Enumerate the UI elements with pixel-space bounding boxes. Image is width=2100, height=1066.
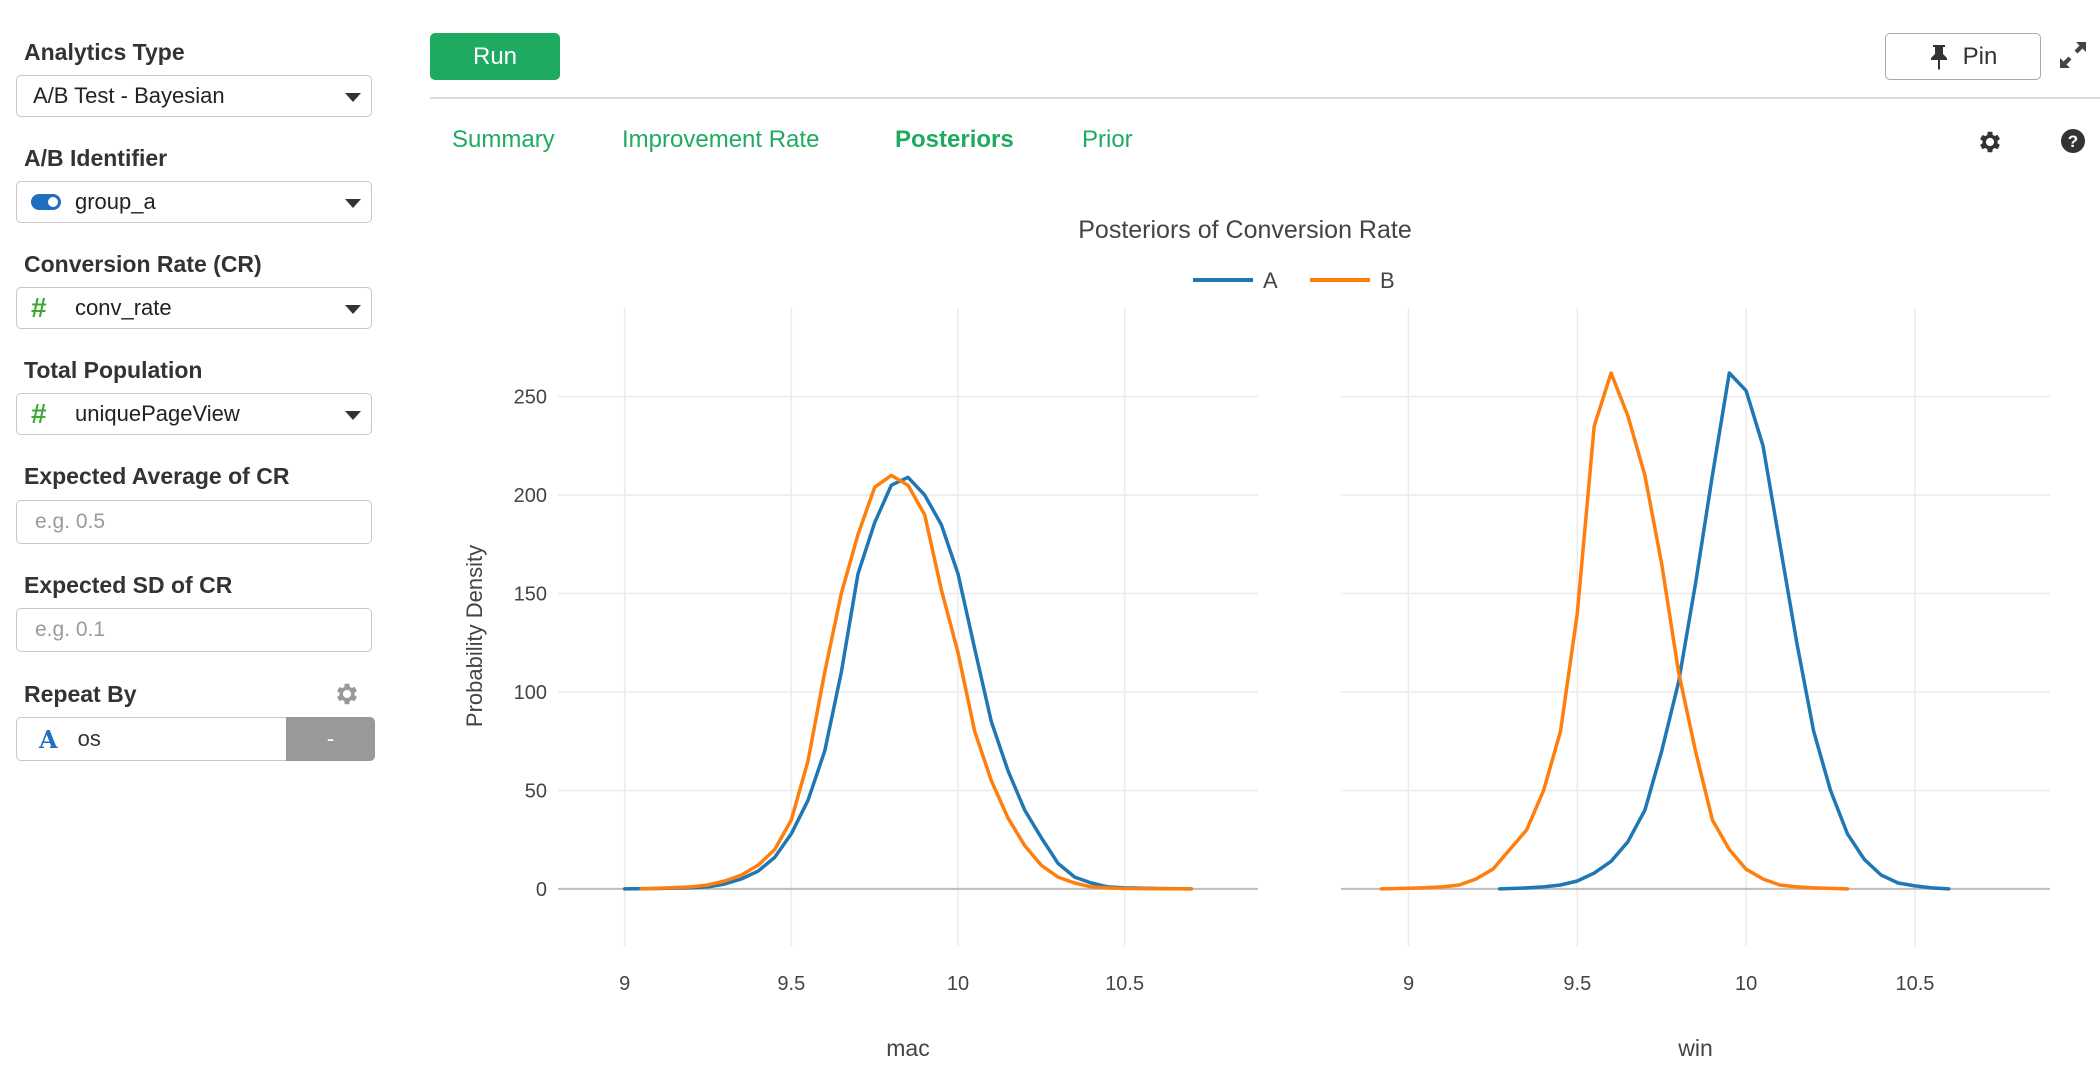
- analytics-type-select[interactable]: A/B Test - Bayesian: [16, 75, 372, 117]
- y-axis-label: Probability Density: [462, 545, 487, 727]
- total-population-value: uniquePageView: [75, 401, 240, 426]
- x-axis-label: mac: [886, 1035, 929, 1061]
- legend-label-b: B: [1380, 268, 1395, 293]
- sidebar: Analytics Type A/B Test - Bayesian A/B I…: [0, 0, 400, 1066]
- help-icon[interactable]: ?: [2060, 128, 2086, 154]
- hash-icon: #: [31, 398, 47, 429]
- y-tick-label: 250: [514, 387, 547, 409]
- ab-identifier-label: A/B Identifier: [24, 145, 168, 171]
- run-button[interactable]: Run: [430, 33, 560, 80]
- analytics-type-value: A/B Test - Bayesian: [33, 83, 225, 108]
- y-tick-label: 100: [514, 682, 547, 704]
- tab-summary[interactable]: Summary: [452, 126, 555, 153]
- expected-sd-label: Expected SD of CR: [24, 572, 233, 598]
- string-type-icon: A: [39, 724, 58, 754]
- repeat-by-field[interactable]: A os: [16, 717, 286, 761]
- x-tick-label: 10: [1735, 973, 1757, 995]
- expected-average-input[interactable]: [16, 500, 372, 544]
- y-tick-label: 50: [525, 780, 547, 802]
- total-population-select[interactable]: # uniquePageView: [16, 393, 372, 435]
- toolbar-divider: [430, 97, 2100, 99]
- chart-title: Posteriors of Conversion Rate: [1078, 216, 1411, 244]
- y-tick-label: 0: [536, 879, 547, 901]
- x-tick-label: 9: [619, 973, 630, 995]
- conversion-rate-value: conv_rate: [75, 295, 172, 320]
- pin-button[interactable]: Pin: [1885, 33, 2041, 80]
- ab-identifier-select[interactable]: group_a: [16, 181, 372, 223]
- chevron-down-icon: [345, 93, 361, 102]
- series-line-a-win: [1497, 371, 1951, 891]
- x-tick-label: 10.5: [1895, 973, 1934, 995]
- total-population-label: Total Population: [24, 357, 203, 383]
- chart-panel-win: 9 9.5 10 10.5 win: [1341, 308, 2050, 1061]
- expand-icon[interactable]: [2058, 40, 2088, 70]
- gear-icon[interactable]: [1976, 128, 2004, 156]
- chevron-down-icon: [345, 199, 361, 208]
- pin-label: Pin: [1962, 42, 1998, 70]
- tab-posteriors[interactable]: Posteriors: [895, 126, 1014, 153]
- conversion-rate-label: Conversion Rate (CR): [24, 251, 262, 277]
- remove-repeat-by-button[interactable]: -: [286, 717, 375, 761]
- x-tick-label: 9.5: [777, 973, 805, 995]
- repeat-by-value: os: [77, 726, 101, 751]
- hash-icon: #: [31, 292, 47, 323]
- x-tick-label: 10.5: [1105, 973, 1144, 995]
- expected-average-label: Expected Average of CR: [24, 463, 290, 489]
- y-tick-label: 150: [514, 584, 547, 606]
- x-tick-label: 9: [1403, 973, 1414, 995]
- tab-improvement-rate[interactable]: Improvement Rate: [622, 126, 820, 153]
- series-line-b-win: [1379, 371, 1850, 891]
- expected-sd-input[interactable]: [16, 608, 372, 652]
- y-tick-label: 200: [514, 485, 547, 507]
- x-axis-label: win: [1677, 1035, 1713, 1061]
- series-line-b-mac: [639, 473, 1194, 891]
- x-tick-label: 9.5: [1563, 973, 1591, 995]
- analytics-type-label: Analytics Type: [24, 39, 185, 65]
- series-line-a-mac: [622, 475, 1194, 891]
- conversion-rate-select[interactable]: # conv_rate: [16, 287, 372, 329]
- chart-panel-mac: 9 9.5 10 10.5 0 50 100 150 200 250 mac: [514, 308, 1258, 1061]
- gear-icon[interactable]: [333, 680, 361, 708]
- legend-label-a: A: [1263, 268, 1278, 293]
- repeat-by-label: Repeat By: [24, 681, 137, 707]
- chevron-down-icon: [345, 411, 361, 420]
- svg-text:?: ?: [2068, 132, 2078, 151]
- toggle-icon: [31, 194, 61, 210]
- tab-prior[interactable]: Prior: [1082, 126, 1133, 153]
- x-tick-label: 10: [947, 973, 969, 995]
- chevron-down-icon: [345, 305, 361, 314]
- ab-identifier-value: group_a: [75, 189, 156, 214]
- pin-icon: [1930, 44, 1947, 70]
